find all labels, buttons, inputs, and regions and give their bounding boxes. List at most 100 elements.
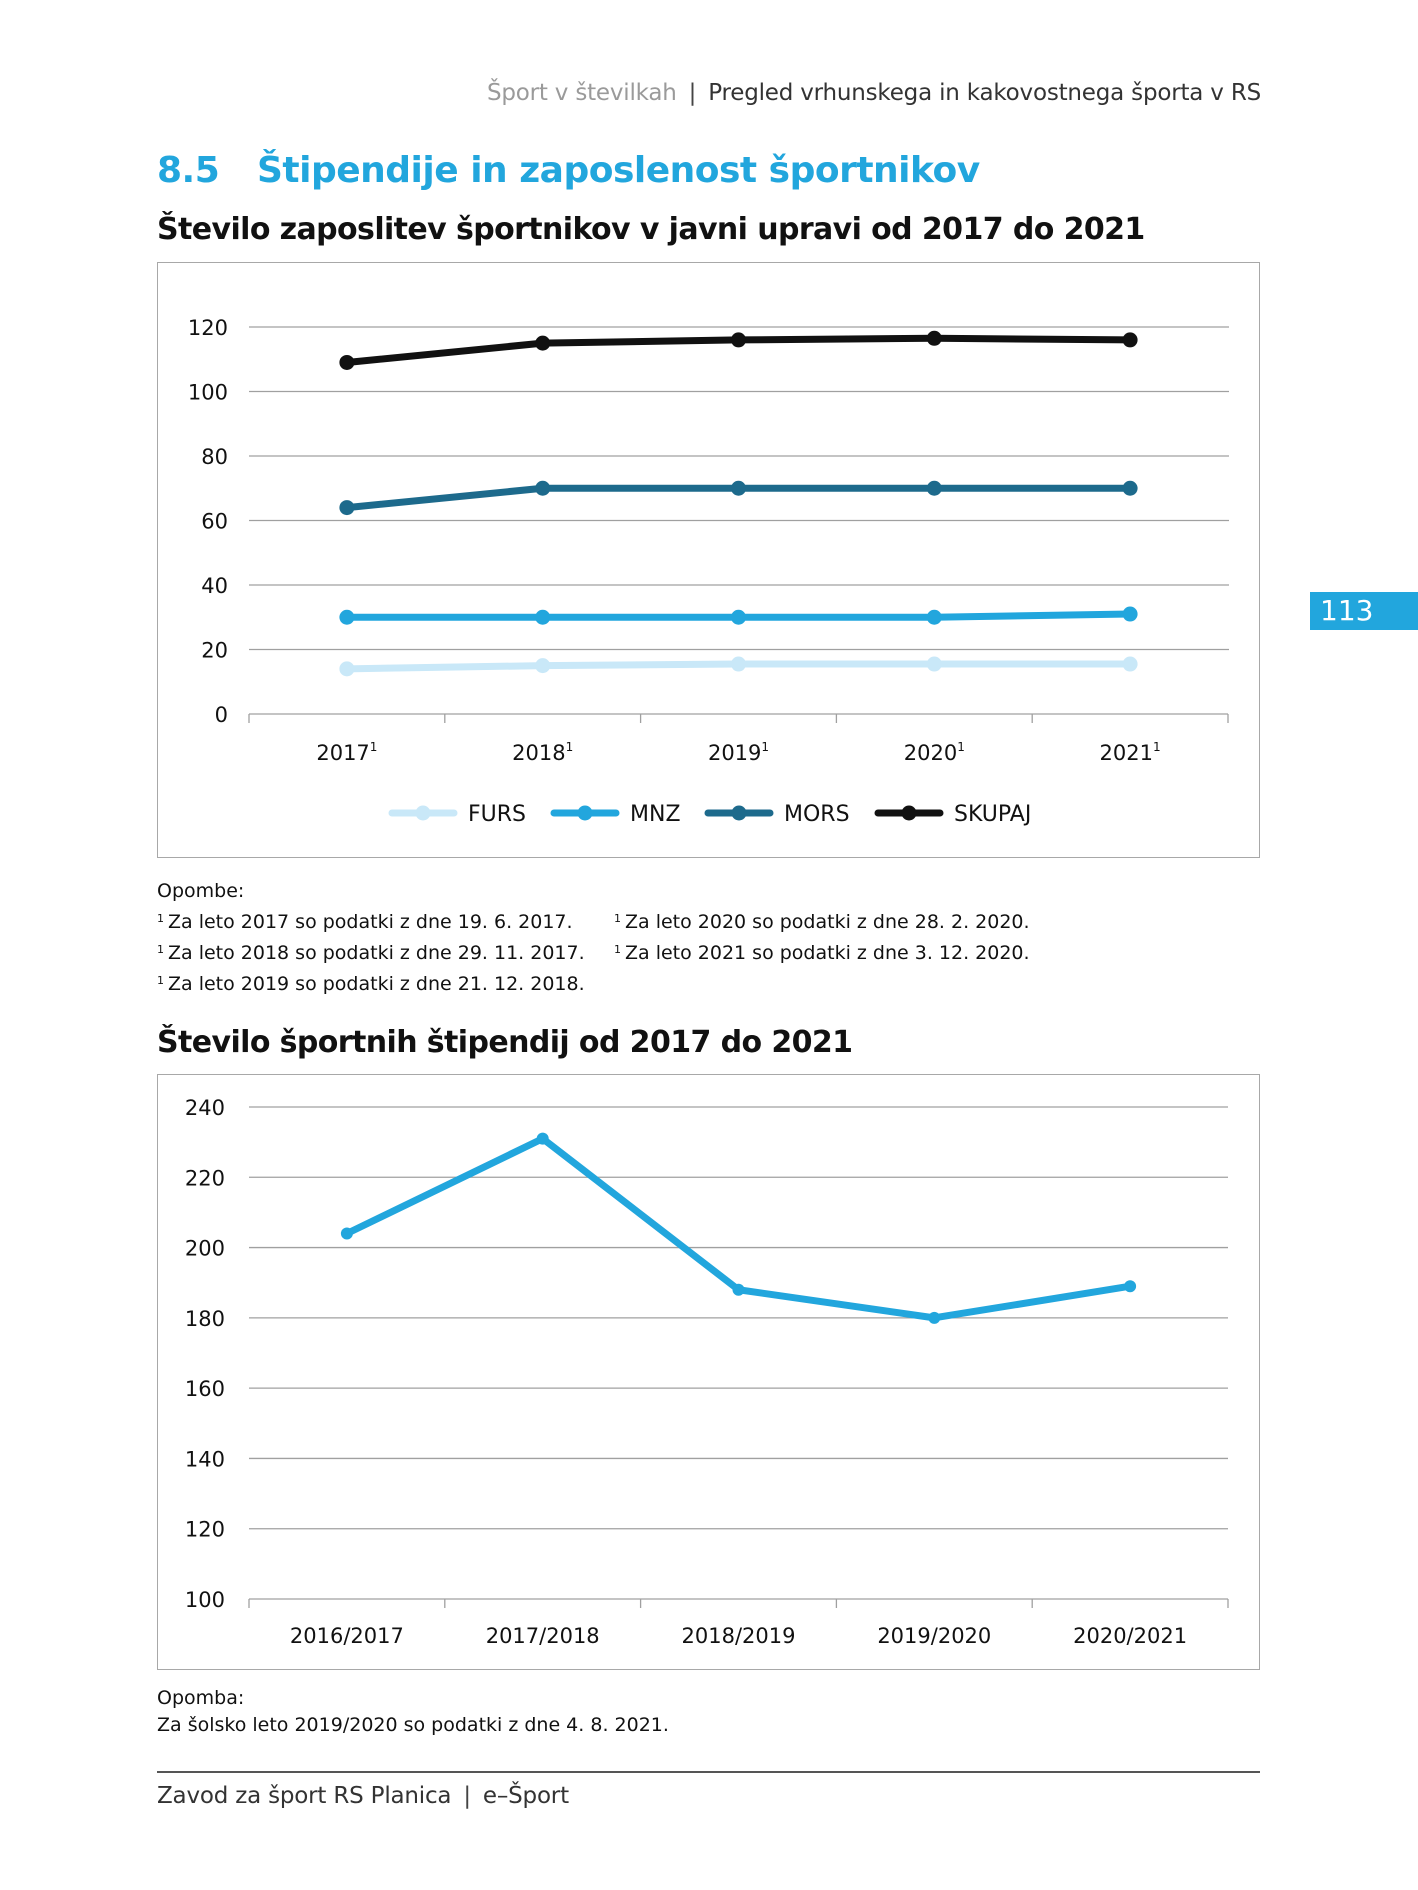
x-tick-label: 2020/2021 bbox=[1073, 1624, 1187, 1648]
data-point bbox=[731, 656, 746, 672]
notes2-text: Za šolsko leto 2019/2020 so podatki z dn… bbox=[157, 1714, 669, 1736]
y-tick-label: 120 bbox=[188, 316, 228, 340]
data-point bbox=[928, 1311, 941, 1324]
note-left-1: 1 Za leto 2018 so podatki z dne 29. 11. 2… bbox=[157, 936, 585, 967]
x-tick-label: 2016/2017 bbox=[290, 1624, 404, 1648]
note-text: Za leto 2017 so podatki z dne 19. 6. 201… bbox=[168, 911, 573, 933]
y-tick-label: 220 bbox=[185, 1166, 225, 1190]
y-tick-label: 200 bbox=[185, 1237, 225, 1261]
note-text: Za leto 2020 so podatki z dne 28. 2. 202… bbox=[625, 911, 1030, 933]
header-separator: | bbox=[688, 80, 697, 106]
note-marker: 1 bbox=[614, 943, 621, 956]
data-point bbox=[340, 1227, 353, 1240]
x-tick-label: 20191 bbox=[708, 740, 769, 765]
note-right-0: 1 Za leto 2020 so podatki z dne 28. 2. 20… bbox=[614, 905, 1030, 936]
y-tick-label: 180 bbox=[185, 1307, 225, 1331]
data-point bbox=[1122, 656, 1138, 672]
x-tick-superscript: 1 bbox=[957, 740, 965, 754]
legend-label: FURS bbox=[468, 802, 526, 827]
section-title-text: Štipendije in zaposlenost športnikov bbox=[257, 150, 980, 191]
data-point bbox=[339, 609, 355, 625]
footer-rule bbox=[157, 1771, 1260, 1773]
data-point bbox=[731, 332, 746, 348]
y-tick-label: 40 bbox=[201, 574, 228, 598]
notes1-left-column: 1 Za leto 2017 so podatki z dne 19. 6. 20… bbox=[157, 905, 585, 998]
data-point bbox=[535, 335, 551, 351]
chart1-frame: 0 20 40 60 80 100 120 20171 20181 20191 20201 20211… bbox=[157, 262, 1260, 858]
data-point bbox=[731, 609, 746, 625]
data-point bbox=[731, 480, 746, 496]
legend-swatch-marker bbox=[901, 805, 917, 821]
data-point bbox=[926, 656, 942, 672]
chart1-title: Število zaposlitev športnikov v javni up… bbox=[157, 212, 1145, 247]
notes1-heading: Opombe: bbox=[157, 880, 245, 902]
note-right-1: 1 Za leto 2021 so podatki z dne 3. 12. 20… bbox=[614, 936, 1030, 967]
note-left-2: 1 Za leto 2019 so podatki z dne 21. 12. 2… bbox=[157, 967, 585, 998]
x-tick-label: 2017/2018 bbox=[486, 1624, 600, 1648]
header-publication: Šport v številkah bbox=[486, 80, 677, 106]
data-point bbox=[926, 330, 942, 346]
chart2-notes: Opomba: Za šolsko leto 2019/2020 so poda… bbox=[157, 1685, 669, 1739]
footer-publisher: Zavod za šport RS Planica bbox=[157, 1783, 452, 1809]
note-text: Za leto 2019 so podatki z dne 21. 12. 20… bbox=[168, 973, 585, 995]
running-footer: Zavod za šport RS Planica | e–Šport bbox=[157, 1783, 569, 1809]
chart2-frame: 100 120 140 160 180 200 220 240 2016/2017 2017/20… bbox=[157, 1074, 1260, 1670]
y-tick-label: 0 bbox=[215, 703, 228, 727]
y-tick-label: 20 bbox=[201, 639, 228, 663]
x-tick-label: 20211 bbox=[1100, 740, 1161, 765]
data-point bbox=[535, 480, 551, 496]
chart1-notes: Opombe: 1 Za leto 2017 so podatki z dne 1… bbox=[157, 878, 1260, 995]
note-marker: 1 bbox=[157, 912, 164, 925]
y-tick-label: 100 bbox=[188, 381, 228, 405]
data-point bbox=[1122, 332, 1138, 348]
note-marker: 1 bbox=[157, 974, 164, 987]
data-point bbox=[926, 480, 942, 496]
legend-swatch-marker bbox=[731, 805, 747, 821]
legend-label: MNZ bbox=[630, 802, 681, 827]
footer-separator: | bbox=[463, 1783, 471, 1809]
x-tick-label: 20171 bbox=[316, 740, 377, 765]
x-tick-superscript: 1 bbox=[1153, 740, 1161, 754]
x-tick-superscript: 1 bbox=[761, 740, 769, 754]
x-tick-label: 20201 bbox=[904, 740, 965, 765]
y-tick-label: 160 bbox=[185, 1377, 225, 1401]
note-left-0: 1 Za leto 2017 so podatki z dne 19. 6. 20… bbox=[157, 905, 585, 936]
data-point bbox=[1124, 1280, 1137, 1293]
footer-series: e–Šport bbox=[482, 1783, 569, 1809]
header-chapter: Pregled vrhunskega in kakovostnega šport… bbox=[708, 80, 1261, 106]
data-point bbox=[732, 1283, 745, 1296]
chart2-title: Število športnih štipendij od 2017 do 20… bbox=[157, 1025, 853, 1060]
chart2-svg: 100 120 140 160 180 200 220 240 2016/2017 2017/20… bbox=[185, 1096, 1229, 1648]
section-number: 8.5 bbox=[157, 150, 220, 191]
y-tick-label: 80 bbox=[201, 445, 228, 469]
x-tick-superscript: 1 bbox=[370, 740, 378, 754]
note-text: Za leto 2021 so podatki z dne 3. 12. 202… bbox=[625, 942, 1030, 964]
data-point bbox=[339, 661, 355, 677]
notes2-heading: Opomba: bbox=[157, 1687, 245, 1709]
note-marker: 1 bbox=[157, 943, 164, 956]
y-tick-label: 60 bbox=[201, 510, 228, 534]
data-point bbox=[1122, 480, 1138, 496]
data-point bbox=[926, 609, 942, 625]
note-text: Za leto 2018 so podatki z dne 29. 11. 20… bbox=[168, 942, 585, 964]
data-point bbox=[339, 500, 355, 516]
data-point bbox=[535, 658, 551, 674]
section-heading: 8.5 Štipendije in zaposlenost športnikov bbox=[157, 150, 980, 191]
legend-swatch-marker bbox=[415, 805, 431, 821]
x-tick-label: 20181 bbox=[512, 740, 573, 765]
y-tick-label: 100 bbox=[185, 1588, 225, 1612]
chart1-svg: 0 20 40 60 80 100 120 20171 20181 20191 20201 20211… bbox=[188, 316, 1229, 827]
data-point bbox=[536, 1132, 549, 1145]
data-point bbox=[1122, 606, 1138, 622]
notes1-right-column: 1 Za leto 2020 so podatki z dne 28. 2. 20… bbox=[614, 905, 1030, 967]
page-number-tab: 113 bbox=[1310, 592, 1418, 630]
data-point bbox=[339, 354, 355, 370]
legend-label: SKUPAJ bbox=[954, 802, 1031, 827]
running-header: Šport v številkah | Pregled vrhunskega in … bbox=[487, 80, 1261, 106]
y-tick-label: 120 bbox=[185, 1518, 225, 1542]
y-tick-label: 240 bbox=[185, 1096, 225, 1120]
y-tick-label: 140 bbox=[185, 1447, 225, 1471]
legend-label: MORS bbox=[784, 802, 850, 827]
x-tick-label: 2019/2020 bbox=[877, 1624, 991, 1648]
x-tick-superscript: 1 bbox=[566, 740, 574, 754]
